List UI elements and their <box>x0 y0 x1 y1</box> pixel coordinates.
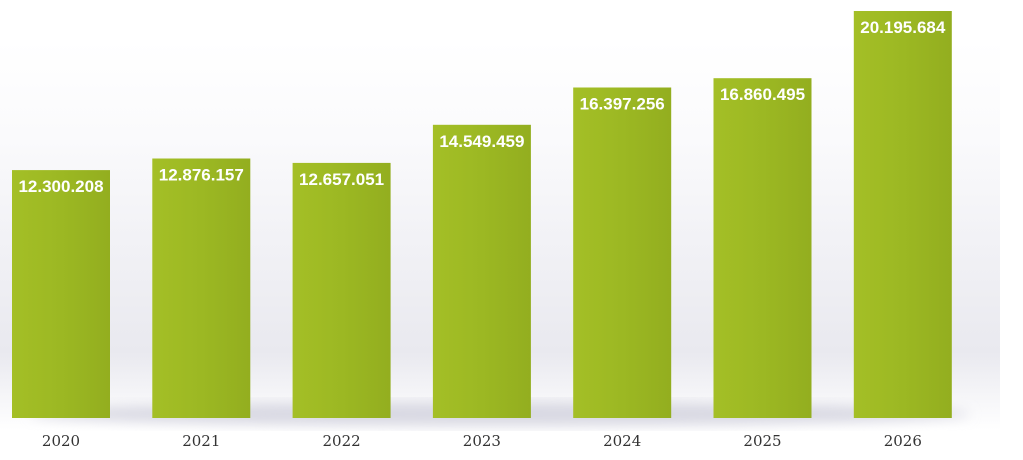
value-label-2021: 12.876.157 <box>159 166 244 185</box>
value-labels-layer: 12.300.208 12.876.157 12.657.051 14.549.459… <box>18 18 945 196</box>
x-axis-labels: 2020 2021 2022 2023 2024 2025 2026 <box>42 432 922 450</box>
bar-2020 <box>12 170 110 418</box>
value-label-2024: 16.397.256 <box>580 95 665 114</box>
value-label-2025: 16.860.495 <box>720 85 805 104</box>
bar-2022 <box>292 162 391 418</box>
bar-2026 <box>853 11 952 418</box>
value-label-2020: 12.300.208 <box>18 177 103 196</box>
x-tick-label-2023: 2023 <box>463 432 501 450</box>
bar-2021 <box>152 158 251 418</box>
x-tick-label-2024: 2024 <box>603 432 641 450</box>
bars-layer <box>12 11 952 419</box>
x-tick-label-2020: 2020 <box>42 432 80 450</box>
x-tick-label-2021: 2021 <box>182 432 220 450</box>
bar-2024 <box>573 87 672 418</box>
x-tick-label-2025: 2025 <box>743 432 781 450</box>
value-label-2022: 12.657.051 <box>299 170 384 189</box>
x-tick-label-2026: 2026 <box>884 432 922 450</box>
bar-2025 <box>713 78 812 418</box>
value-label-2026: 20.195.684 <box>860 18 946 37</box>
x-tick-label-2022: 2022 <box>323 432 361 450</box>
bar-2023 <box>432 124 531 419</box>
value-label-2023: 14.549.459 <box>439 132 524 151</box>
